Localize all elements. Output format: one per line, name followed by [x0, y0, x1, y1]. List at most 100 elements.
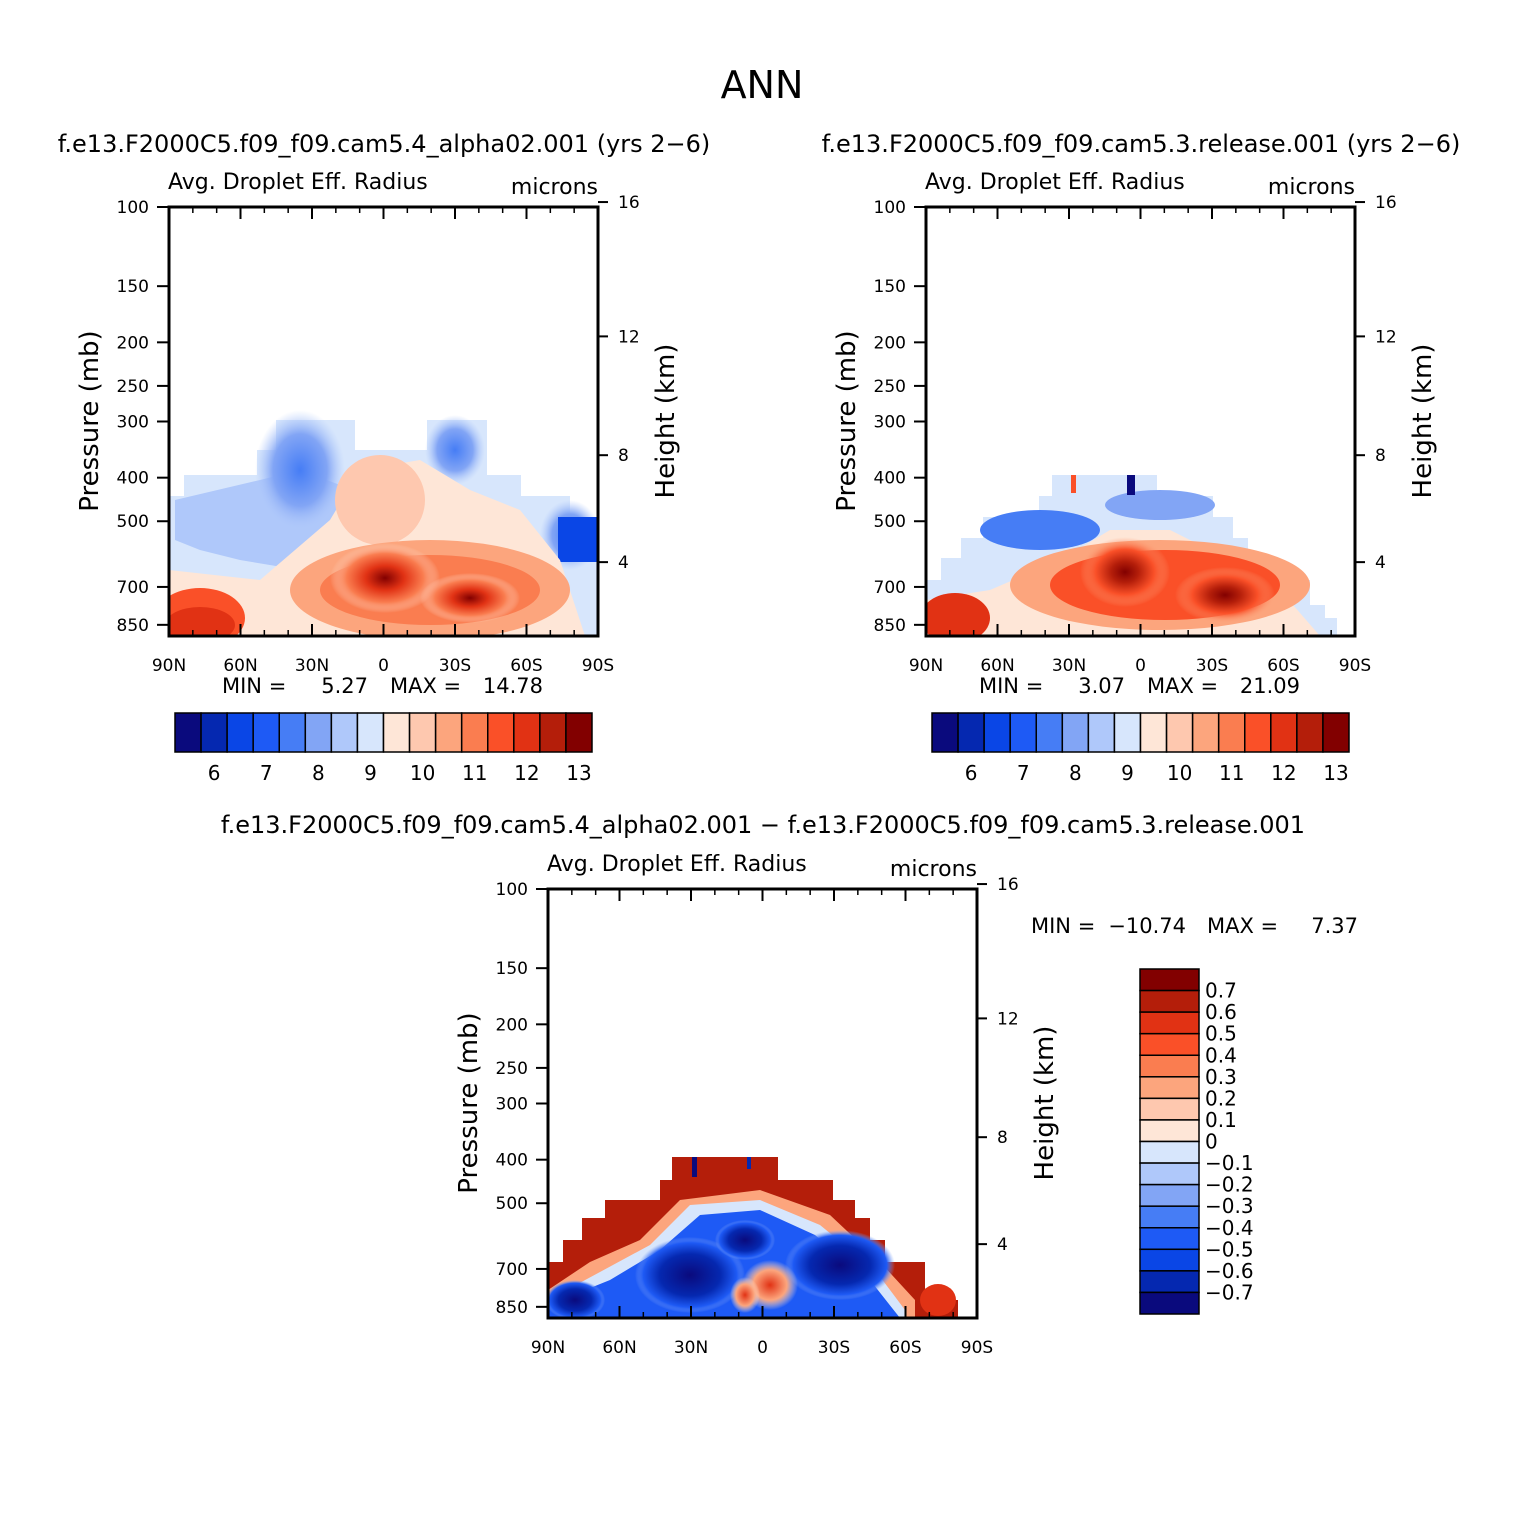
panel-1-field [169, 410, 598, 636]
panel-2-field-core-b [1175, 567, 1275, 623]
panel-3-field-blue-core-c [548, 1280, 605, 1318]
y-tick-label: 500 [496, 1194, 528, 1214]
colorbar-box [278, 712, 307, 753]
colorbar-box [1217, 712, 1246, 753]
y-tick-label: 700 [117, 578, 149, 598]
colorbar-box [1139, 1291, 1200, 1315]
colorbar-label: 13 [566, 761, 591, 785]
colorbar-label: 11 [1219, 761, 1244, 785]
y2-tick-label: 8 [1375, 446, 1386, 466]
panel-2-field-blue-b [1105, 490, 1215, 520]
panel-3-field-spot [692, 1157, 697, 1177]
colorbar-box [304, 712, 333, 753]
colorbar-box [1139, 1227, 1200, 1251]
panel-1-axes: 90N 60N 30N 0 30S 60S 90S 100 150 200 250 300 400 500… [117, 193, 640, 676]
panel-2-field [926, 475, 1337, 636]
panel-2-field-core-c [926, 593, 990, 636]
y2-tick-label: 12 [618, 327, 640, 347]
y-tick-label: 200 [874, 333, 906, 353]
colorbar-box [1139, 1011, 1200, 1035]
colorbar-label: 8 [312, 761, 325, 785]
panel-2-colorbar: 6 7 8 9 10 11 12 13 [931, 712, 1350, 785]
colorbar-label: 7 [260, 761, 273, 785]
x-tick-label: 90S [1339, 656, 1371, 676]
figure-title: ANN [721, 63, 804, 107]
panel-2-field-core-a [1080, 537, 1170, 607]
x-tick-label: 90N [531, 1338, 565, 1358]
y2-tick-label: 16 [618, 193, 640, 213]
x-tick-label: 60S [1267, 656, 1299, 676]
panel-1-max-value: 14.78 [483, 674, 543, 698]
panel-2-axes: 90N 60N 30N 0 30S 60S 90S 100 150 200 250 300 400 500… [874, 193, 1397, 676]
panel-1-y2label: Height (km) [651, 344, 681, 499]
x-tick-label: 60S [510, 656, 542, 676]
colorbar-label: 6 [965, 761, 978, 785]
y-tick-label: 700 [496, 1260, 528, 1280]
x-tick-label: 60S [889, 1338, 921, 1358]
panel-3-field-blue-core-d [715, 1220, 775, 1260]
y-tick-label: 500 [874, 512, 906, 532]
panel-2-field-blue-a [980, 510, 1100, 550]
panel-1-field-blue-b [255, 410, 345, 530]
colorbar-box [252, 712, 280, 753]
colorbar-label: −0.7 [1205, 1280, 1254, 1304]
panel-1-field-blue-c [425, 415, 485, 485]
colorbar-box [1087, 712, 1116, 753]
x-tick-label: 90N [152, 656, 186, 676]
panel-3-min-value: −10.74 [1108, 914, 1186, 938]
panel-2-title: f.e13.F2000C5.f09_f09.cam5.3.release.001… [822, 130, 1461, 158]
panel-1-field-core [330, 543, 440, 613]
colorbar-label: 0.5 [1205, 1022, 1237, 1046]
x-tick-label: 60N [602, 1338, 636, 1358]
y-tick-label: 400 [874, 469, 906, 489]
colorbar-box [1322, 712, 1350, 753]
colorbar-box [1244, 712, 1272, 753]
colorbar-box [565, 712, 593, 753]
y2-tick-label: 12 [997, 1009, 1019, 1029]
panel-1-max-label: MAX = [390, 674, 461, 698]
panel-2-field-spot [1127, 475, 1135, 495]
colorbar-box [1139, 1248, 1200, 1272]
x-tick-label: 0 [1135, 656, 1146, 676]
colorbar-label: 6 [208, 761, 221, 785]
x-tick-label: 60N [980, 656, 1014, 676]
panel-3-field-red-b [730, 1277, 760, 1313]
colorbar-box [983, 712, 1011, 753]
y-tick-label: 100 [496, 880, 528, 900]
colorbar-box [1139, 1140, 1200, 1164]
panel-1-field-core-b [420, 573, 520, 623]
colorbar-box [1139, 712, 1168, 753]
panel-2-y2label: Height (km) [1408, 344, 1438, 499]
colorbar-label: 12 [514, 761, 539, 785]
panel-1-ylabel: Pressure (mb) [75, 330, 105, 511]
x-tick-label: 30N [295, 656, 329, 676]
colorbar-label: 0.3 [1205, 1065, 1237, 1089]
panel-1-title: f.e13.F2000C5.f09_f09.cam5.4_alpha02.001… [58, 130, 711, 158]
colorbar-box [330, 712, 359, 753]
panel-1-colorbar: 6 7 8 9 10 11 12 13 [174, 712, 593, 785]
colorbar-box [1296, 712, 1324, 753]
colorbar-label: −0.2 [1205, 1173, 1254, 1197]
y-tick-label: 300 [496, 1095, 528, 1115]
panel-2-min-label: MIN = [979, 674, 1043, 698]
panel-3-colorbar: 0.70.60.50.40.30.20.10−0.1−0.2−0.3−0.4−0… [1139, 968, 1254, 1315]
colorbar-box [1191, 712, 1220, 753]
x-tick-label: 30N [1052, 656, 1086, 676]
panel-1-field-blue-e [558, 517, 598, 562]
panel-1-field-core-d [169, 607, 235, 636]
panel-2-max-value: 21.09 [1240, 674, 1300, 698]
panel-3-title: f.e13.F2000C5.f09_f09.cam5.4_alpha02.001… [221, 811, 1305, 839]
y-tick-label: 250 [874, 377, 906, 397]
colorbar-box [200, 712, 228, 753]
y-tick-label: 850 [874, 616, 906, 636]
panel-3-field-blue-core-a [635, 1237, 745, 1313]
colorbar-label: 7 [1017, 761, 1030, 785]
colorbar-label: 10 [410, 761, 435, 785]
panel-3-ylabel: Pressure (mb) [454, 1012, 484, 1193]
y-tick-label: 250 [117, 377, 149, 397]
panel-2-variable-label: Avg. Droplet Eff. Radius [925, 170, 1185, 195]
colorbar-label: 13 [1323, 761, 1348, 785]
y-tick-label: 850 [117, 616, 149, 636]
colorbar-box [1139, 1183, 1200, 1207]
